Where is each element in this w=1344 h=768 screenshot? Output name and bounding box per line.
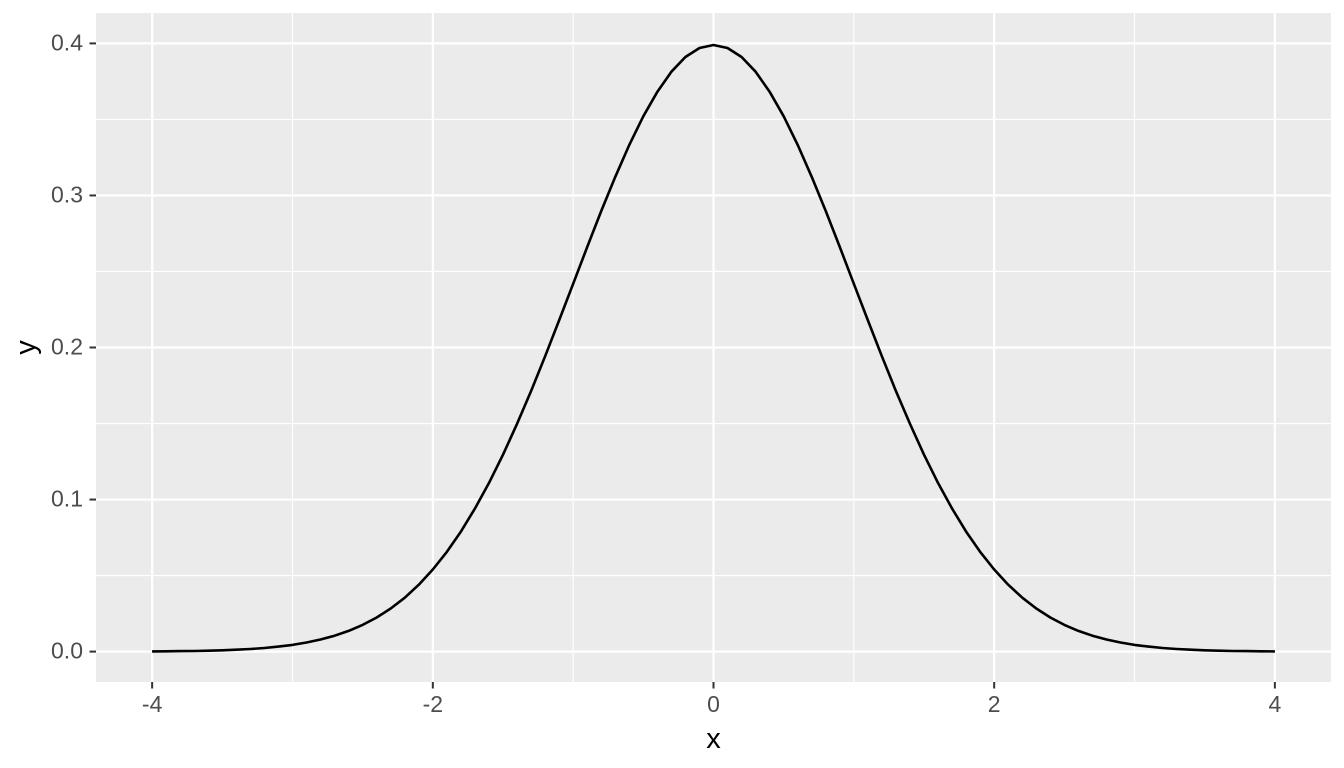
x-tick-label: -2	[423, 691, 443, 717]
y-tick-label: 0.2	[51, 334, 83, 360]
panel-layer	[96, 13, 1331, 682]
y-tick-label: 0.0	[51, 638, 83, 664]
x-tick-label: 2	[988, 691, 1001, 717]
x-tick-label: -4	[142, 691, 163, 717]
y-axis-title: y	[10, 340, 42, 355]
axis-layer: -4 -2 0 2 4 0.0 0.1 0.2 0.3 0.4	[51, 29, 1281, 717]
y-tick-label: 0.3	[51, 181, 83, 207]
x-tick-label: 0	[707, 691, 720, 717]
y-tick-label: 0.4	[51, 29, 83, 55]
x-tick-label: 4	[1268, 691, 1281, 717]
density-curve	[152, 43, 1275, 653]
y-tick-label: 0.1	[51, 486, 83, 512]
x-axis-title: x	[706, 723, 721, 755]
